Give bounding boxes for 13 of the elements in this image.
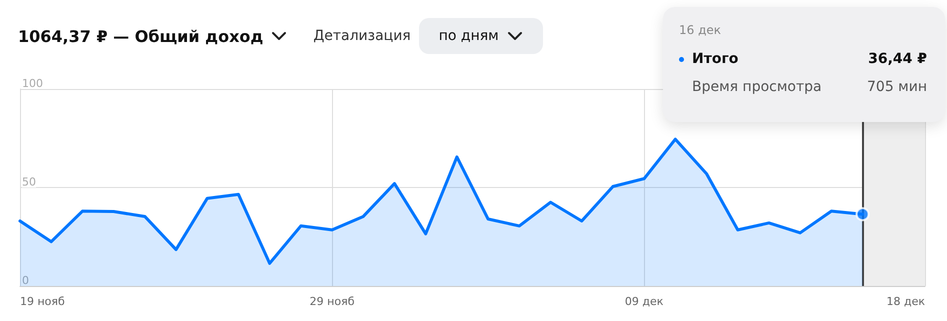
- y-tick-label: 0: [22, 274, 29, 287]
- annotation: Время просмотра: [692, 79, 822, 95]
- text: Детализация: [313, 28, 411, 44]
- chart-title: 1064,37 ₽ — Общий доход: [18, 26, 264, 46]
- annotation: 705 мин: [867, 79, 927, 95]
- y-tick-label: 50: [22, 176, 36, 188]
- text: по дням: [438, 28, 499, 44]
- x-tick-label: 09 дек: [624, 295, 664, 308]
- x-tick-label: 18 дек: [886, 295, 926, 308]
- x-tick-label: 19 нояб: [20, 295, 66, 308]
- x-tick-label: 29 нояб: [310, 295, 355, 308]
- y-tick-label: 100: [22, 77, 43, 90]
- tooltip-card: 16 дек Итого 36,44 ₽ Время просмотра 705 мин: [663, 7, 945, 122]
